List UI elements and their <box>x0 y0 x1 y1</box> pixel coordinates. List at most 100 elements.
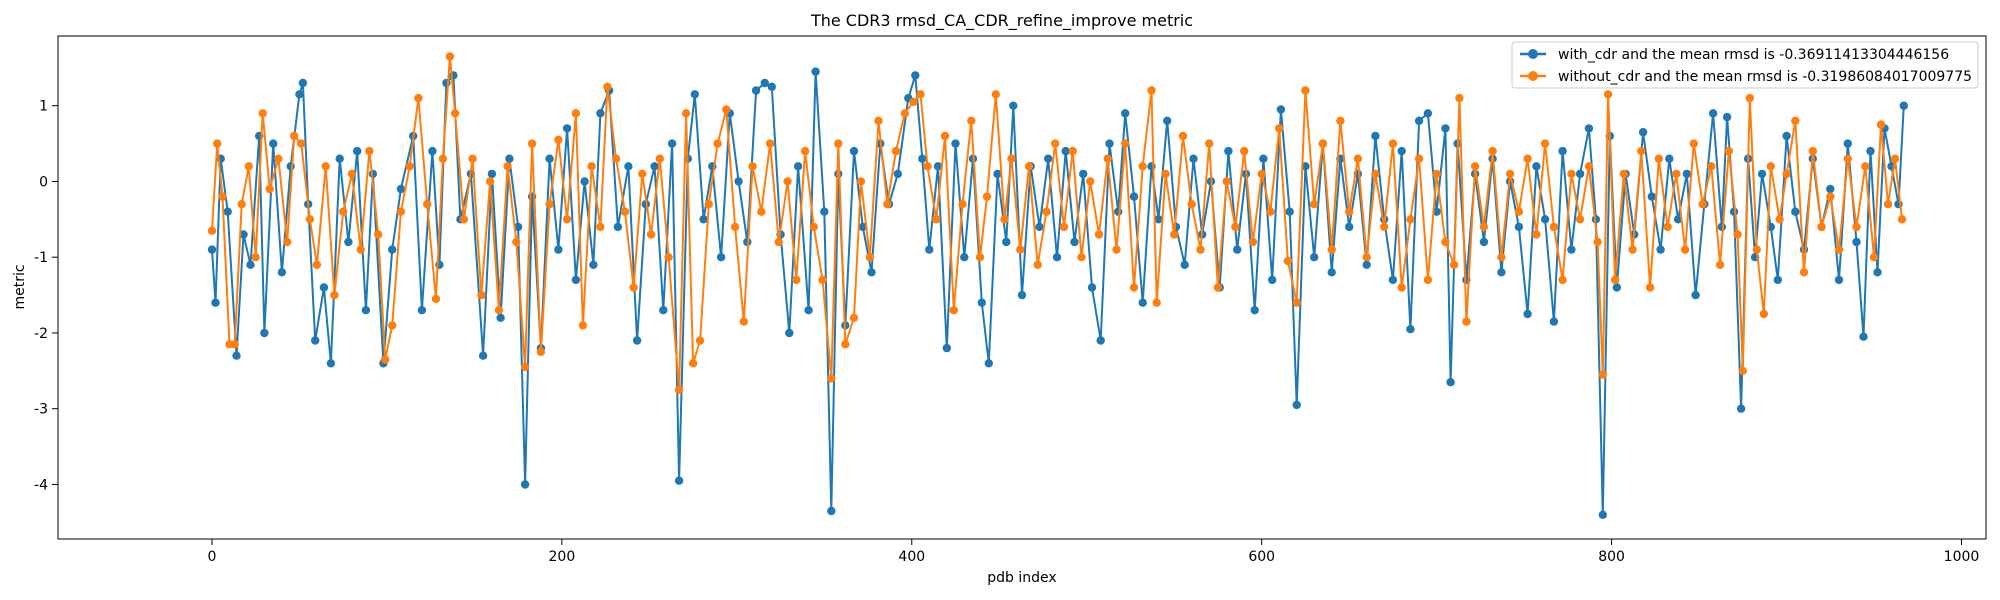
data-point <box>1883 200 1893 209</box>
data-point <box>1059 222 1069 232</box>
data-point <box>1540 215 1550 224</box>
data-point <box>624 162 633 171</box>
x-tick-label: 400 <box>898 549 925 565</box>
data-point <box>396 184 406 194</box>
data-point <box>330 290 339 300</box>
data-point <box>991 90 1000 99</box>
data-point <box>237 200 246 209</box>
data-point <box>1353 154 1363 163</box>
data-point <box>1035 222 1044 232</box>
data-point <box>818 275 827 285</box>
y-tick-label: 0 <box>39 174 48 190</box>
data-point <box>1009 101 1018 110</box>
data-point <box>1567 245 1576 254</box>
data-point <box>916 90 925 99</box>
data-point <box>811 67 820 76</box>
data-point <box>211 298 220 307</box>
data-point <box>1138 162 1147 171</box>
data-point <box>1540 139 1550 148</box>
data-point <box>298 78 308 88</box>
data-point <box>893 169 902 179</box>
data-point <box>1147 162 1156 171</box>
plot-frame <box>57 35 1987 540</box>
data-point <box>405 162 414 171</box>
data-point <box>1852 222 1861 232</box>
data-point <box>1759 309 1769 319</box>
data-point <box>571 109 581 118</box>
data-point <box>734 177 743 186</box>
data-point <box>232 351 241 360</box>
data-point <box>356 245 365 254</box>
data-point <box>512 237 521 247</box>
data-point <box>804 306 813 315</box>
data-point <box>339 207 348 216</box>
data-point <box>1318 139 1328 148</box>
data-point <box>1799 245 1809 254</box>
x-tick-label: 1000 <box>1944 549 1980 565</box>
data-point <box>1042 207 1051 216</box>
data-point <box>1432 169 1441 179</box>
data-point <box>1733 230 1742 239</box>
data-point <box>1834 245 1844 254</box>
data-point <box>1231 222 1240 232</box>
data-point <box>1077 253 1086 262</box>
legend-marker-with-cdr <box>1528 49 1538 59</box>
data-point <box>918 154 927 163</box>
data-point <box>1327 245 1336 254</box>
data-point <box>1869 253 1879 262</box>
data-point <box>984 359 993 368</box>
x-axis: 0 200 400 600 800 1000 <box>207 539 1979 565</box>
legend-label-without-cdr: without_cdr and the mean rmsd is -0.3198… <box>1558 69 1972 85</box>
data-point <box>326 359 336 368</box>
data-point <box>1087 283 1097 292</box>
y-tick-label: -1 <box>34 250 48 266</box>
data-point <box>1096 336 1105 345</box>
data-point <box>265 184 274 194</box>
data-point <box>274 154 283 163</box>
data-point <box>1638 128 1648 137</box>
data-point <box>1371 131 1380 141</box>
data-point <box>1178 131 1188 141</box>
data-point <box>883 200 892 209</box>
data-point <box>1532 230 1541 239</box>
data-point <box>849 146 859 156</box>
data-point <box>1024 162 1034 171</box>
data-point <box>982 192 992 201</box>
data-point <box>1196 245 1205 254</box>
data-point <box>911 71 920 80</box>
data-point <box>690 90 699 99</box>
data-point <box>283 237 292 247</box>
data-point <box>344 237 353 247</box>
data-point <box>674 476 684 485</box>
data-point <box>1843 139 1853 148</box>
data-point <box>1250 306 1259 315</box>
data-point <box>223 207 232 216</box>
data-point <box>1715 260 1725 269</box>
data-point <box>286 162 295 171</box>
data-point <box>1044 154 1053 163</box>
data-point <box>554 135 563 144</box>
data-point <box>1567 169 1576 179</box>
data-point <box>629 283 638 292</box>
data-point <box>428 146 437 156</box>
data-point <box>1757 169 1767 179</box>
data-point <box>1479 237 1489 247</box>
data-point <box>1672 169 1681 179</box>
data-point <box>1423 275 1433 285</box>
data-point <box>580 177 589 186</box>
data-point <box>757 207 766 216</box>
data-point <box>596 222 605 232</box>
data-point <box>1052 253 1062 262</box>
data-point <box>1380 222 1389 232</box>
data-point <box>207 245 217 254</box>
data-point <box>1449 260 1459 269</box>
data-point <box>1414 154 1424 163</box>
data-point <box>1268 275 1277 285</box>
data-point <box>388 321 397 330</box>
data-point <box>1532 162 1541 171</box>
data-point <box>1406 215 1415 224</box>
data-point <box>1362 253 1371 262</box>
data-point <box>319 283 329 292</box>
data-point <box>485 177 495 186</box>
data-point <box>571 275 581 285</box>
